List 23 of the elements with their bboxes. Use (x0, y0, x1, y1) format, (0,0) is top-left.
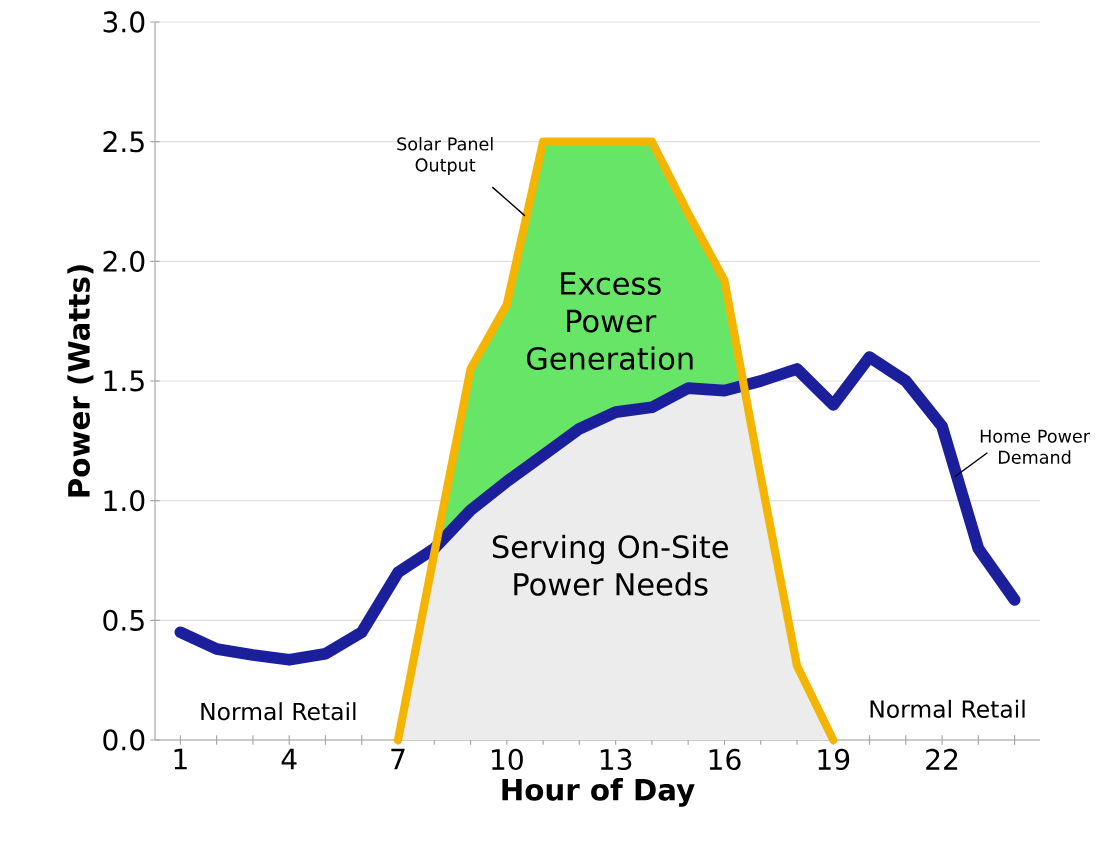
y-tick-label: 2.5 (103, 131, 144, 153)
x-tick-label: 16 (709, 748, 741, 771)
y-tick-label: 0.5 (103, 609, 144, 631)
annotation: Serving On-Site Power Needs (492, 534, 728, 596)
y-tick-label: 0.0 (103, 729, 145, 751)
x-axis-title: Hour of Day (502, 778, 695, 807)
annotation: Solar Panel Output (397, 136, 493, 176)
annotation: Excess Power Generation (526, 272, 693, 370)
y-tick-label: 3.0 (103, 11, 145, 33)
annotation: Home Power Demand (980, 429, 1090, 464)
x-tick-label: 19 (818, 748, 850, 771)
x-tick-label: 1 (174, 748, 187, 770)
x-tick-label: 10 (492, 748, 523, 771)
x-tick-label: 13 (600, 748, 632, 771)
x-tick-label: 4 (281, 748, 297, 770)
y-tick-label: 2.0 (103, 250, 145, 272)
annotation: Normal Retail (201, 702, 356, 721)
annotation: Normal Retail (870, 699, 1025, 718)
y-tick-label: 1.5 (104, 370, 144, 392)
x-tick-label: 7 (391, 748, 405, 770)
x-tick-label: 22 (926, 748, 958, 770)
y-tick-label: 1.0 (104, 490, 145, 512)
y-axis-title: Power (Watts) (67, 265, 94, 497)
